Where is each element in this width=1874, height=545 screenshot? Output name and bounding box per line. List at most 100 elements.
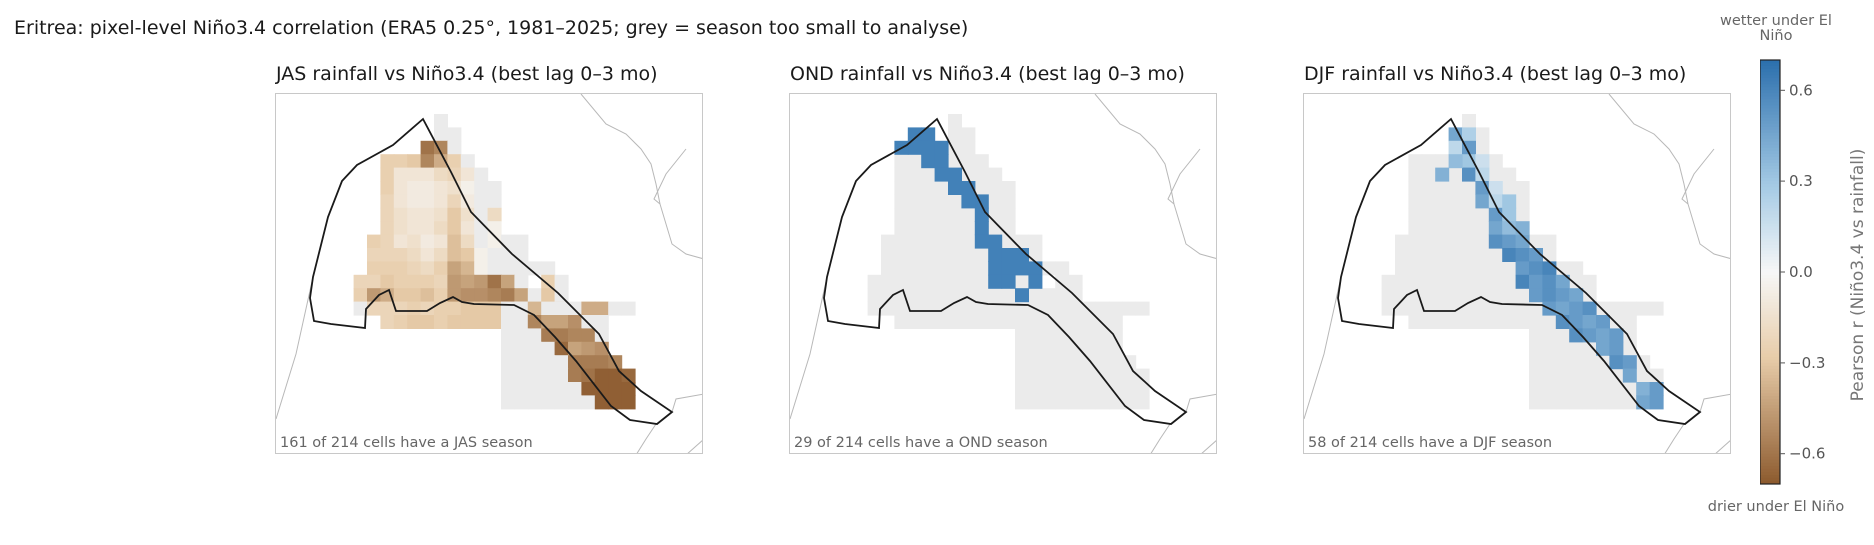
grid-cell (460, 301, 475, 316)
grid-cell (1542, 355, 1557, 370)
colorbar-step (1760, 308, 1780, 312)
grid-cell (621, 368, 636, 383)
grid-cell (434, 301, 448, 316)
colorbar-step (1760, 417, 1780, 421)
colorbar-step (1760, 284, 1780, 288)
grid-cell (894, 274, 909, 289)
grid-cell (1028, 288, 1043, 303)
colorbar-step (1760, 63, 1780, 67)
colorbar-step (1760, 393, 1780, 397)
colorbar-step (1760, 162, 1780, 167)
grid-cell (948, 114, 962, 128)
grid-cell (1001, 221, 1016, 236)
grid-cell (1555, 382, 1570, 396)
grid-cell (894, 154, 909, 169)
grid-cell (393, 167, 408, 182)
grid-cell (608, 395, 623, 410)
grid-cell (948, 234, 962, 249)
grid-cell (1609, 355, 1624, 370)
grid-cell (568, 368, 582, 383)
grid-cell (527, 355, 542, 370)
grid-cell (554, 382, 569, 396)
grid-cell (1462, 114, 1476, 128)
grid-cell (1068, 368, 1083, 383)
grid-cell (1068, 395, 1083, 410)
colorbar-step (1760, 362, 1780, 367)
grid-cell (1408, 154, 1423, 169)
grid-cell (434, 114, 448, 128)
grid-cell (474, 315, 489, 329)
grid-cell (1582, 288, 1597, 303)
grid-cell (921, 167, 936, 182)
grid-cell (393, 274, 408, 289)
grid-cell (934, 301, 949, 316)
neighbour-border-0 (1094, 94, 1216, 259)
grid-cell (541, 382, 556, 396)
grid-cell (921, 140, 936, 155)
colorbar-step (1760, 199, 1780, 203)
grid-cell (1408, 194, 1423, 209)
grid-cell (1609, 328, 1624, 343)
colorbar-tick-label: 0.0 (1789, 263, 1813, 281)
colorbar-step (1760, 453, 1780, 458)
grid-cell (1502, 261, 1517, 276)
grid-cell (487, 288, 502, 303)
colorbar-step (1760, 278, 1780, 282)
colorbar-step (1760, 256, 1780, 261)
grid-cell (1515, 221, 1530, 236)
colorbar-step (1760, 190, 1780, 194)
grid-cell (447, 127, 462, 142)
grid-cell (367, 301, 381, 316)
grid-cell (1395, 274, 1409, 289)
grid-cell (621, 395, 636, 410)
grid-cell (1041, 382, 1056, 396)
grid-cell (1435, 154, 1450, 169)
grid-cell (1502, 288, 1517, 303)
grid-cell (581, 328, 596, 343)
grid-cell (501, 234, 515, 249)
grid-cell (1435, 315, 1450, 329)
grid-cell (1421, 261, 1436, 276)
grid-cell (1622, 315, 1637, 329)
grid-cell (474, 181, 489, 195)
grid-cell (948, 127, 962, 142)
grid-cell (1515, 315, 1530, 329)
grid-cell (501, 368, 515, 383)
grid-cell (1448, 221, 1463, 236)
colorbar: −0.6 −0.3 0.0 0.3 0.6 (1760, 59, 1825, 485)
grid-cell (1462, 234, 1476, 249)
grid-cell (1381, 288, 1396, 303)
grid-cell (1582, 274, 1597, 289)
grid-cell (1122, 382, 1137, 396)
grid-cell (961, 207, 976, 222)
grid-cell (974, 274, 989, 289)
grid-cell (393, 248, 408, 262)
grid-cell (1408, 301, 1423, 316)
djf-heatmap (1304, 94, 1730, 453)
grid-cell (961, 301, 976, 316)
grid-cell (1055, 341, 1070, 356)
grid-cell (1582, 355, 1597, 370)
colorbar-bottom-label: drier under El Niño (1707, 499, 1845, 515)
grid-cell (1028, 328, 1043, 343)
colorbar-step (1760, 144, 1780, 149)
grid-cell (1108, 382, 1123, 396)
grid-cell (1596, 355, 1610, 370)
grid-cell (1095, 395, 1110, 410)
colorbar-step (1760, 402, 1780, 406)
grid-cell (907, 140, 922, 155)
grid-cell (1609, 382, 1624, 396)
grid-cell (1475, 194, 1490, 209)
grid-cell (1435, 194, 1450, 209)
colorbar-step (1760, 187, 1780, 191)
colorbar-step (1760, 247, 1780, 252)
colorbar-step (1760, 166, 1780, 170)
colorbar-step (1760, 471, 1780, 476)
grid-cell (1622, 382, 1637, 396)
panel-title-ond: OND rainfall vs Niño3.4 (best lag 0–3 mo… (790, 63, 1185, 85)
grid-cell (1135, 382, 1150, 396)
grid-cell (460, 234, 475, 249)
grid-cell (907, 274, 922, 289)
grid-cell (1015, 315, 1029, 329)
grid-cell (407, 221, 422, 236)
